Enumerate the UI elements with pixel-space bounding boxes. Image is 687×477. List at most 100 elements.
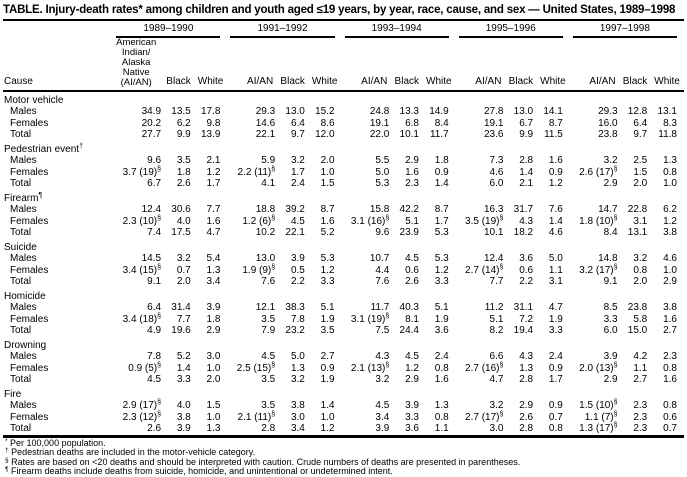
rate-cell: 1.5 xyxy=(206,400,221,411)
rate-cell: 2.2 xyxy=(519,276,534,287)
rate-cell: 8.4 xyxy=(603,227,618,238)
race-header-aian: AI/AN xyxy=(247,76,274,87)
cause-section-label: Fire xyxy=(4,388,22,400)
rate-cell: 6.4 xyxy=(290,117,305,129)
rate-cell: 1.3 xyxy=(434,400,449,411)
rate-cell: 3.5 xyxy=(261,400,276,411)
cause-section-label: Drowning xyxy=(4,339,47,351)
rate-cell: 0.7 xyxy=(548,411,563,423)
aian-stacked-label-line: Native xyxy=(122,66,150,78)
rate-cell: 7.2 xyxy=(519,313,534,325)
rate-cell: 2.7 xyxy=(320,351,335,362)
rate-cell: 24.8 xyxy=(369,106,390,117)
table-row: Total 9.1 2.0 3.4 7.6 2.2 3.3 7.6 2.6 3.3 7.7 2.2 3.… xyxy=(3,276,684,288)
rate-cell: 5.2 xyxy=(320,227,335,238)
rate-cell: 8.6 xyxy=(320,117,335,129)
rate-cell: 13.0 xyxy=(513,106,534,117)
table-row: Males 14.5 3.2 5.4 13.0 3.9 5.3 10.7 4.5 5.3 12.4 3… xyxy=(3,253,684,265)
rate-cell: 1.9 (9)§ xyxy=(242,263,276,276)
rate-cell: 6.7 xyxy=(147,178,162,189)
rate-cell: 3.8 xyxy=(176,411,191,423)
rate-cell: 3.6 xyxy=(405,423,419,434)
rate-cell: 1.5 xyxy=(320,178,335,189)
rate-cell: 13.3 xyxy=(399,106,419,117)
rate-cell: 5.1 xyxy=(405,215,419,227)
rate-cell: 5.1 xyxy=(489,313,504,325)
rate-cell: 14.1 xyxy=(543,106,563,117)
rate-cell: 2.0 xyxy=(176,276,191,287)
sex-label: Males xyxy=(10,253,37,264)
rate-cell: 3.4 xyxy=(206,276,221,287)
rate-cell: 9.9 xyxy=(176,129,191,140)
rate-cell: 1.2 xyxy=(663,215,677,227)
rates-table: 1989–1990 1991–1992 1993–1994 1995–1996 1997… xyxy=(3,19,684,438)
rate-cell: 4.5 xyxy=(147,374,162,385)
rate-cell: 4.3 xyxy=(519,215,534,227)
rate-cell: 4.5 xyxy=(261,351,276,362)
rate-cell: 9.6 xyxy=(147,155,162,166)
rate-cell: 0.8 xyxy=(633,264,648,276)
rate-cell: 0.6 xyxy=(663,411,677,423)
footnote: § Rates are based on <20 deaths and shou… xyxy=(5,456,521,467)
rate-cell: 18.8 xyxy=(255,204,276,215)
rate-cell: 14.9 xyxy=(429,106,449,117)
rate-cell: 39.2 xyxy=(285,204,305,215)
rate-cell: 12.1 xyxy=(255,302,276,313)
rate-cell: 2.5 (15)§ xyxy=(236,361,276,374)
rate-cell: 9.7 xyxy=(633,129,648,140)
rate-cell: 3.4 xyxy=(375,411,390,423)
race-header-black: Black xyxy=(622,76,648,87)
section-row: Motor vehicle xyxy=(3,91,684,107)
footnote-marker: ¶ xyxy=(38,191,43,199)
table-row: Females 2.3 (10)§ 4.0 1.6 1.2 (6)§ 4.5 1.6 3.1 … xyxy=(3,214,684,228)
footnotes: * Per 100,000 population. † Pedestrian de… xyxy=(3,438,684,477)
rate-cell: 0.8 xyxy=(434,411,449,423)
rate-cell: 3.7 (19)§ xyxy=(122,165,162,178)
rate-cell: 3.8 xyxy=(290,400,305,411)
rate-cell: 1.0 xyxy=(320,411,335,423)
rate-cell: 3.1 (16)§ xyxy=(350,214,390,227)
cause-section-label: Firearm¶ xyxy=(4,191,43,204)
rate-cell: 5.1 xyxy=(320,302,335,313)
rate-cell: 3.4 (15)§ xyxy=(122,263,162,276)
rate-cell: 3.2 xyxy=(489,400,504,411)
race-header-white: White xyxy=(311,76,338,87)
rate-cell: 31.4 xyxy=(171,302,191,313)
rate-cell: 3.9 xyxy=(375,423,390,434)
rate-cell: 30.6 xyxy=(171,204,191,215)
rate-cell: 2.0 xyxy=(633,276,648,287)
sex-label: Total xyxy=(10,227,32,238)
rate-cell: 7.7 xyxy=(206,204,221,215)
table-row: Females 2.3 (12)§ 3.8 1.0 2.1 (11)§ 3.0 1.0 3.4… xyxy=(3,410,684,424)
rate-cell: 0.8 xyxy=(663,166,677,178)
rate-cell: 5.5 xyxy=(375,155,390,166)
rate-cell: 8.7 xyxy=(434,204,449,215)
rate-cell: 4.7 xyxy=(489,374,504,385)
rate-cell: 1.4 xyxy=(320,400,335,411)
rate-cell: 2.3 xyxy=(633,423,648,434)
rate-cell: 1.0 xyxy=(663,178,677,189)
year-group-label: 1993–1994 xyxy=(344,23,449,38)
rate-cell: 2.9 xyxy=(519,400,534,411)
rate-cell: 15.8 xyxy=(369,204,390,215)
rate-cell: 4.1 xyxy=(261,178,276,189)
rate-cell: 2.6 xyxy=(405,276,419,287)
rate-cell: 1.5 (10)§ xyxy=(579,399,618,411)
rate-cell: 2.0 xyxy=(633,178,648,189)
rate-cell: 17.8 xyxy=(200,106,221,117)
sex-label: Total xyxy=(10,129,32,140)
rate-cell: 1.4 xyxy=(519,166,534,178)
rate-cell: 20.2 xyxy=(141,117,162,129)
rate-cell: 0.9 xyxy=(548,400,563,411)
rate-cell: 29.3 xyxy=(255,106,276,117)
rate-cell: 1.6 xyxy=(663,374,677,385)
rate-cell: 14.5 xyxy=(141,253,162,264)
rate-cell: 2.3 (12)§ xyxy=(122,410,162,423)
rate-cell: 13.1 xyxy=(657,106,677,117)
rate-cell: 4.0 xyxy=(176,400,191,411)
section-row: Firearm¶ xyxy=(3,190,684,205)
year-header-row: 1989–1990 1991–1992 1993–1994 1995–1996 1997… xyxy=(3,20,684,38)
table-row: Males 6.4 31.4 3.9 12.1 38.3 5.1 11.7 40.3 5.1 11.… xyxy=(3,302,684,314)
rate-cell: 13.0 xyxy=(285,106,305,117)
cause-section-label: Homicide xyxy=(4,290,46,302)
